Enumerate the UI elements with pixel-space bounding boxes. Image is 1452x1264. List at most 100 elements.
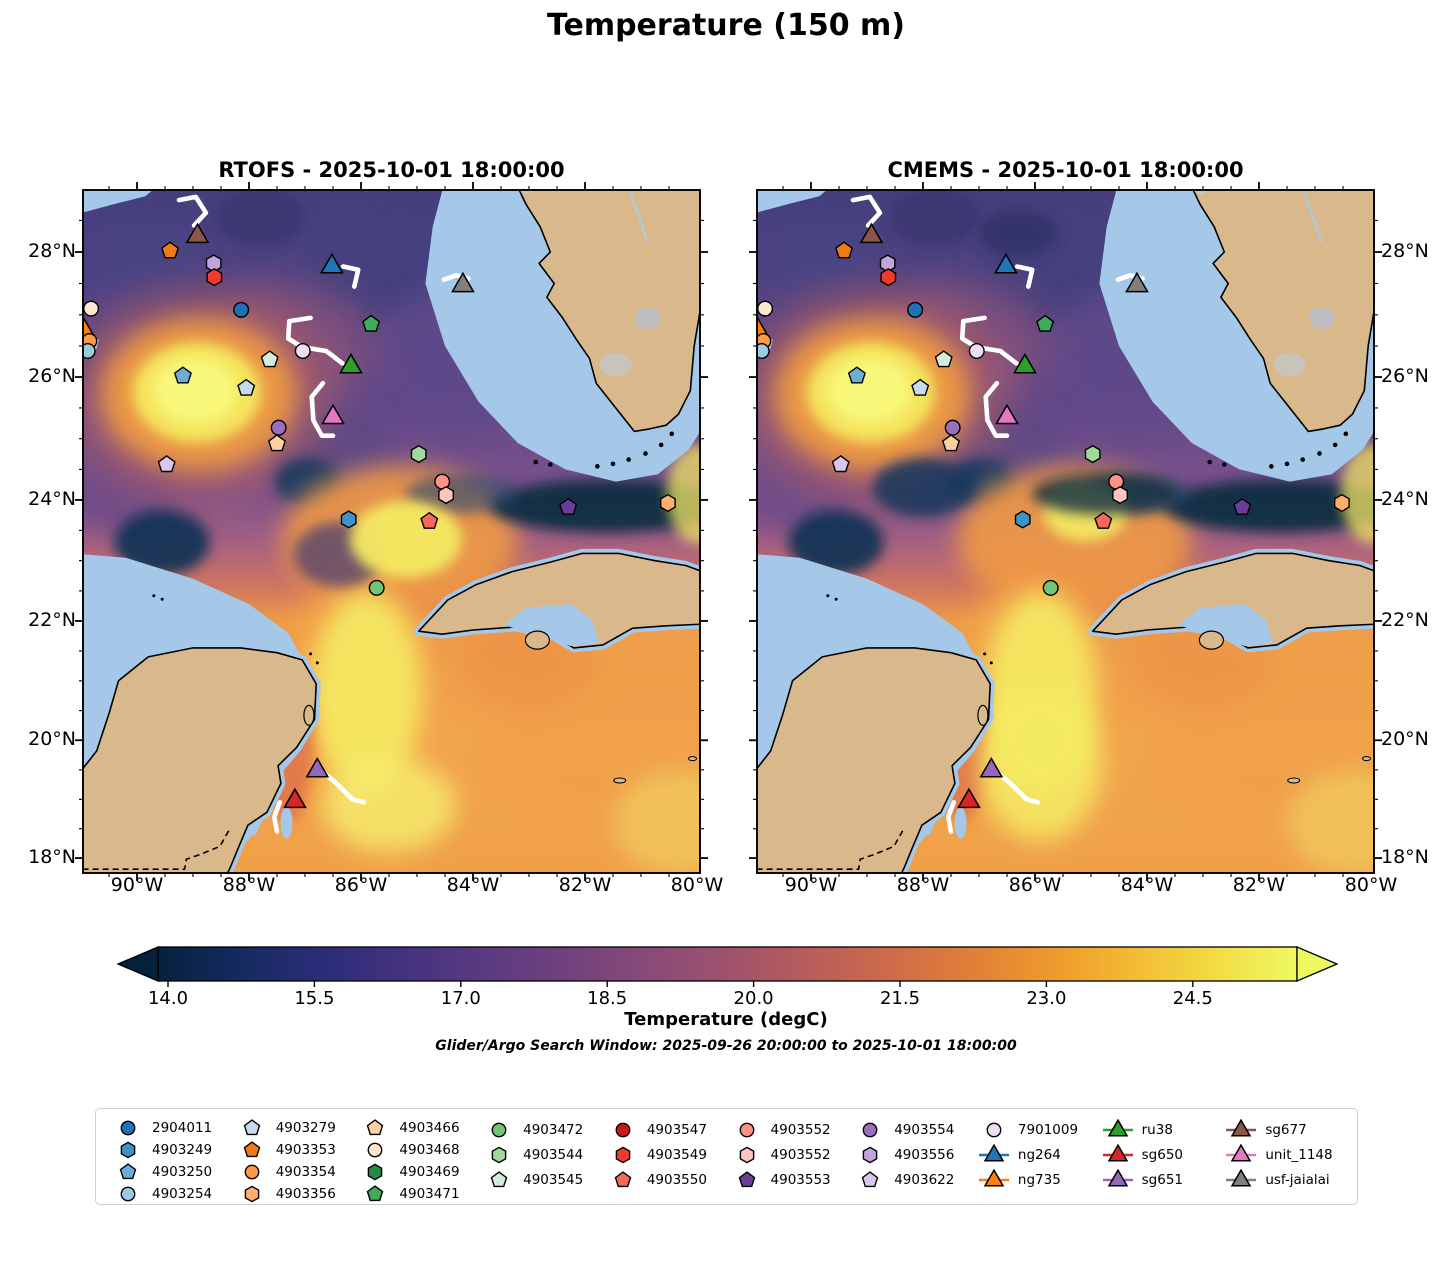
- marker-4903544: [1084, 444, 1101, 464]
- panel-title-rtofs: RTOFS - 2025-10-01 18:00:00: [218, 158, 565, 182]
- legend-item-4903279: 4903279: [234, 1117, 358, 1139]
- legend-column: 4903554 4903556 4903622: [852, 1117, 976, 1196]
- gray-landcover-patch: [599, 352, 632, 377]
- marker-4903250: [847, 366, 866, 384]
- islet-speck: [834, 597, 838, 601]
- y-tick-label-right: 24°N: [1381, 487, 1429, 510]
- marker-7901009: [294, 342, 311, 359]
- map-frame: [756, 189, 1375, 874]
- marker-4903254: [83, 342, 96, 359]
- marker-sg650: [957, 787, 981, 809]
- country-border-dashed: [757, 827, 906, 871]
- marker-4903472: [1042, 579, 1059, 596]
- legend-label: usf-jaialai: [1265, 1171, 1330, 1188]
- marker-4903356: [660, 493, 676, 513]
- glider-marker-icon: [978, 1168, 1009, 1186]
- legend-item-4903553: 4903553: [729, 1167, 853, 1192]
- temperature-blob: [979, 209, 1058, 257]
- legend-item-4903249: 4903249: [110, 1139, 234, 1161]
- legend-item-4903356: 4903356: [234, 1183, 358, 1205]
- y-tick-label-left: 20°N: [28, 728, 76, 751]
- cozumel-island: [977, 704, 989, 726]
- glider-marker-icon: [1102, 1143, 1133, 1161]
- temperature-blob: [405, 474, 518, 514]
- temperature-blob: [613, 769, 700, 873]
- marker-4903550: [1094, 511, 1113, 529]
- glider-track: [285, 315, 345, 366]
- x-tick-label: 86°W: [1008, 874, 1062, 896]
- temperature-blob: [349, 501, 462, 578]
- colorbar-label: Temperature (degC): [624, 1009, 828, 1030]
- shallow-water-region: [204, 190, 206, 191]
- marker-4903544: [410, 444, 427, 464]
- legend-label: 4903250: [152, 1164, 213, 1180]
- glider-track: [959, 315, 1019, 366]
- float-marker-icon: [861, 1170, 879, 1187]
- marker-ru38: [339, 352, 363, 374]
- shallow-water-region: [878, 190, 880, 191]
- y-tick-label-left: 24°N: [28, 487, 76, 510]
- cozumel-island: [303, 704, 315, 726]
- marker-4903472: [368, 579, 385, 596]
- florida-keys-islet: [1221, 462, 1227, 467]
- y-tick-label-left: 22°N: [28, 608, 76, 631]
- cayman-island: [1362, 756, 1372, 762]
- float-marker-icon: [491, 1122, 507, 1137]
- florida-keys-islet: [1284, 461, 1290, 467]
- glider-track: [271, 799, 283, 835]
- marker-4903553: [559, 497, 578, 515]
- colorbar-tick-label: 15.5: [294, 988, 335, 1009]
- float-marker-icon: [986, 1122, 1002, 1137]
- shallow-bank: [280, 806, 293, 839]
- yucatan-land: [757, 647, 991, 873]
- marker-4903554: [944, 419, 961, 436]
- marker-4903249: [1014, 510, 1031, 529]
- legend-label: 4903471: [399, 1186, 460, 1202]
- islet-speck: [160, 597, 164, 601]
- legend-item-4903545: 4903545: [481, 1167, 605, 1192]
- yucatan-land: [83, 647, 317, 873]
- marker-ng264: [993, 252, 1018, 274]
- x-tick-label: 80°W: [670, 874, 724, 896]
- temperature-blob: [979, 687, 1103, 841]
- marker-4903552: [1112, 485, 1128, 505]
- glider-marker-icon: [978, 1143, 1009, 1161]
- y-tick-label-left: 18°N: [28, 846, 76, 869]
- marker-4903549: [206, 268, 223, 287]
- cuba-shallow-gulf: [1177, 604, 1273, 647]
- float-marker-icon: [491, 1146, 507, 1163]
- temperature-blob: [97, 222, 199, 294]
- legend-column: 4903279 4903353 4903354 4903356: [234, 1117, 358, 1203]
- marker-sg651: [979, 756, 1004, 778]
- glider-track: [176, 194, 209, 228]
- legend-item-4903552: 4903552: [729, 1142, 853, 1167]
- legend-label: 4903472: [523, 1121, 584, 1138]
- florida-keys-islet: [1207, 459, 1213, 465]
- legend-item-ng735: ng735: [976, 1167, 1100, 1192]
- legend-item-sg677: sg677: [1223, 1117, 1347, 1142]
- legend-label: ru38: [1141, 1121, 1173, 1138]
- x-tick-label: 84°W: [446, 874, 500, 896]
- legend-label: sg651: [1141, 1171, 1183, 1188]
- glider-track: [340, 264, 361, 289]
- isla-juventud: [524, 630, 550, 650]
- marker-usf-jaialai: [451, 271, 475, 293]
- marker-ru38: [1013, 352, 1037, 374]
- shallow-water-region: [757, 190, 827, 213]
- isla-juventud: [1198, 630, 1224, 650]
- marker-4903279: [237, 378, 256, 396]
- float-marker-icon: [243, 1141, 261, 1158]
- temperature-blob: [114, 510, 210, 575]
- legend-label: 7901009: [1017, 1121, 1079, 1138]
- colorbar-gradient: [157, 946, 1298, 982]
- shallow-water-region: [83, 190, 153, 213]
- float-marker-icon: [739, 1122, 754, 1137]
- y-tick-label-right: 20°N: [1381, 728, 1429, 751]
- x-tick-label: 90°W: [784, 874, 838, 896]
- y-tick-label-right: 26°N: [1381, 365, 1429, 388]
- legend-label: 4903544: [523, 1146, 584, 1163]
- marker-4903466: [267, 434, 287, 452]
- legend-item-4903354: 4903354: [234, 1161, 358, 1183]
- float-marker-icon: [244, 1185, 260, 1203]
- glider-track: [1014, 264, 1035, 289]
